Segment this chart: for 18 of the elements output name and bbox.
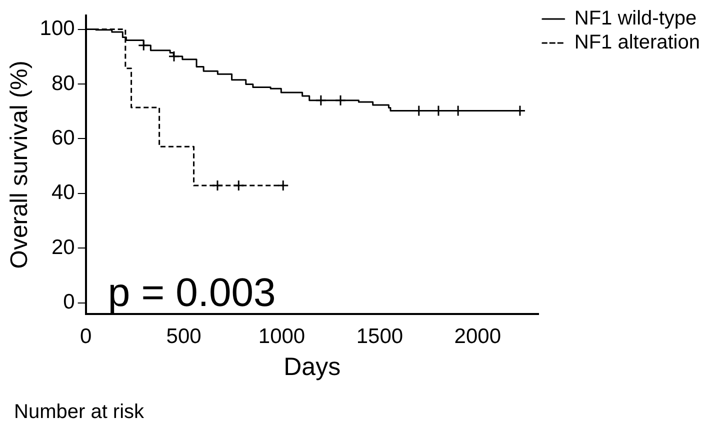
y-tick-label: 100 [40,17,75,40]
x-tick-label: 2000 [454,325,502,348]
x-tick-label: 1000 [258,325,306,348]
y-tick-label: 0 [63,290,75,314]
x-tick-label: 1500 [356,325,404,348]
y-tick-label: 60 [51,126,75,150]
y-axis-title: Overall survival (%) [6,60,34,269]
x-tick-label: 0 [80,325,92,348]
text: Number at risk [14,401,146,423]
point [277,180,289,192]
y-tick-label: 20 [51,236,75,259]
annotation: p = 0.003 [108,270,276,315]
x-axis-title: Days [284,352,341,381]
legend-label: NF1 wild-type [574,8,697,30]
x-tick-label: 500 [166,325,202,348]
y-tick-label: 40 [51,181,75,204]
y-tick-label: 80 [51,72,75,95]
legend-label: NF1 alteration [574,32,700,54]
